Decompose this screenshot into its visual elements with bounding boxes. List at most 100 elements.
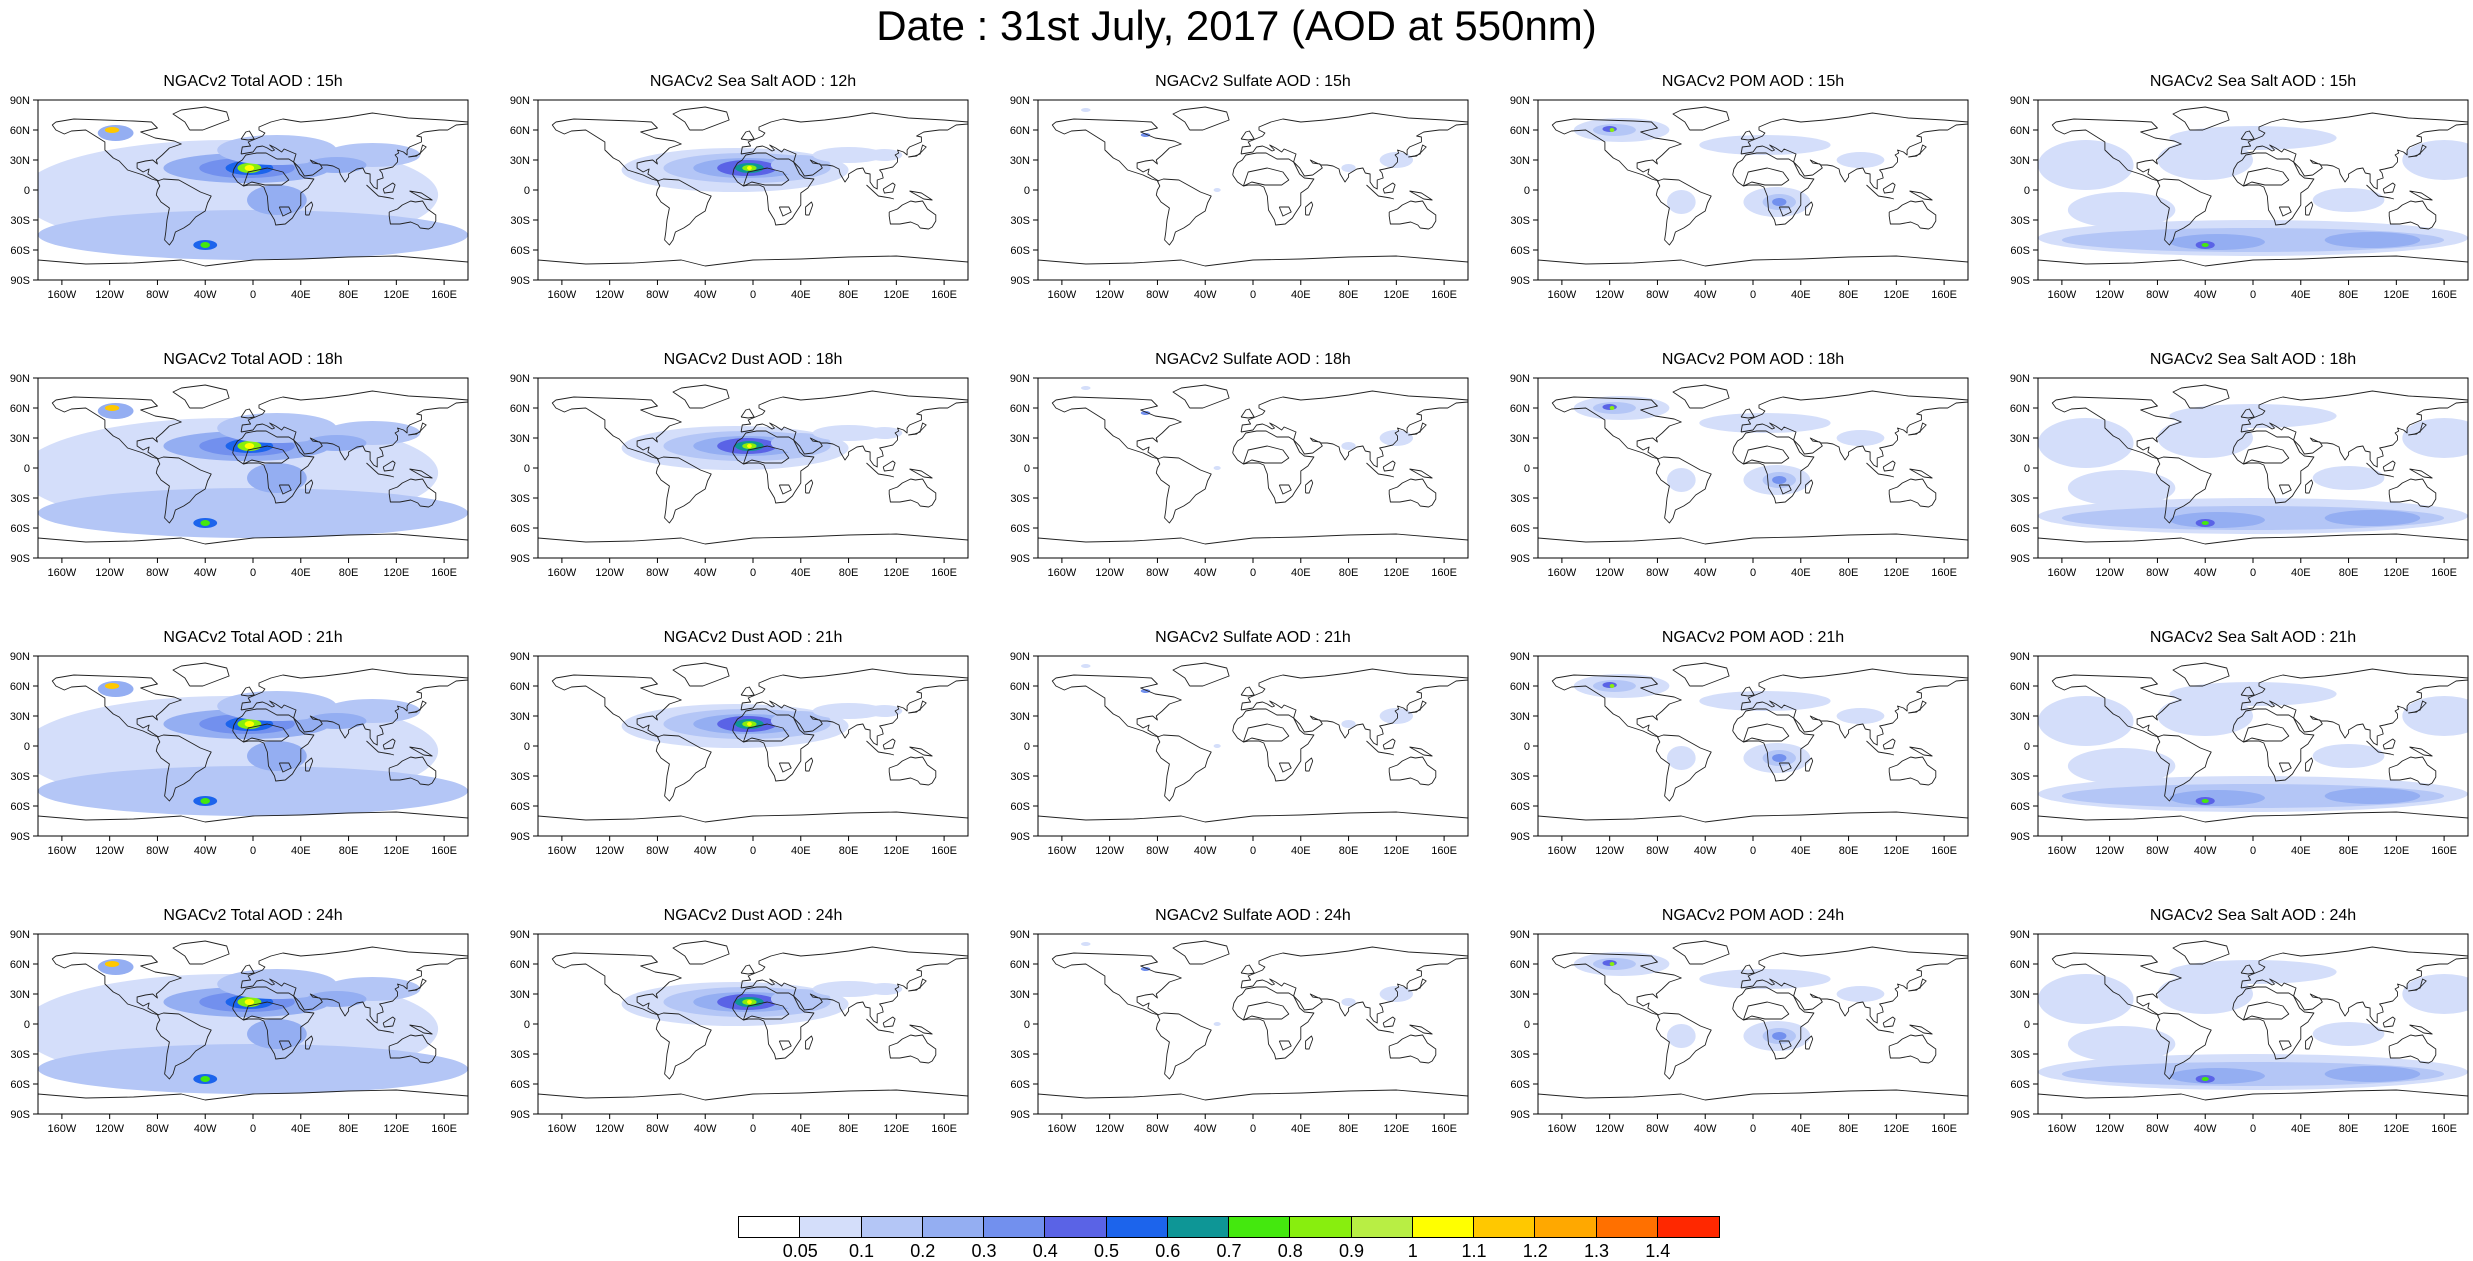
coastline xyxy=(409,746,433,757)
lon-tick-label: 40E xyxy=(1291,289,1311,301)
lon-tick-label: 40E xyxy=(1791,567,1811,579)
world-map: 160W 120W 80W 40W 0 40E 80E 120E 160E 90N 60N 30N 0 3… xyxy=(510,373,969,579)
coastline xyxy=(242,1001,290,1021)
coastline xyxy=(2293,123,2468,190)
aod-contour xyxy=(866,705,903,717)
coastline xyxy=(908,700,927,714)
panel-title: NGACv2 POM AOD : 21h xyxy=(1661,629,1845,646)
panel-title: NGACv2 Sea Salt AOD : 21h xyxy=(2149,629,2357,646)
panel-title: NGACv2 POM AOD : 15h xyxy=(1661,73,1845,90)
lon-tick-label: 160E xyxy=(1431,289,1457,301)
lat-tick-label: 60N xyxy=(1510,681,1530,693)
aod-contour xyxy=(2312,188,2385,212)
colorbar-swatch xyxy=(1657,1217,1719,1237)
lat-tick-label: 30N xyxy=(2010,711,2030,723)
lon-tick-label: 80W xyxy=(646,289,669,301)
aod-contour xyxy=(1602,960,1617,966)
coastline xyxy=(1538,255,1968,267)
coastline xyxy=(888,756,937,786)
aod-contour xyxy=(217,691,337,721)
coastline xyxy=(1278,762,1292,773)
aod-contour xyxy=(1772,198,1787,206)
lat-tick-label: 90N xyxy=(2010,373,2030,385)
coastline xyxy=(1866,184,1895,200)
lon-tick-label: 160E xyxy=(431,1123,457,1135)
lon-tick-label: 0 xyxy=(1750,289,1756,301)
coastline xyxy=(1778,206,1792,217)
aod-contour xyxy=(1140,967,1151,971)
coastline xyxy=(2038,255,2468,267)
lat-tick-label: 30S xyxy=(1010,1049,1030,1061)
colorbar-label: 0.8 xyxy=(1277,1241,1303,1261)
lon-tick-label: 80W xyxy=(2146,567,2169,579)
coastline xyxy=(2241,700,2297,719)
coastline xyxy=(1793,123,1968,190)
colorbar-swatch xyxy=(800,1217,862,1237)
coastline xyxy=(1655,456,1712,524)
aod-contour xyxy=(2157,140,2253,180)
lon-tick-label: 120E xyxy=(883,567,909,579)
coastline xyxy=(805,201,814,216)
lon-tick-label: 80W xyxy=(1146,845,1169,857)
lon-tick-label: 160W xyxy=(48,567,77,579)
coastline xyxy=(1242,723,1290,743)
lon-tick-label: 120E xyxy=(1883,289,1909,301)
map-panel: NGACv2 POM AOD : 24h 160W 120W 80W 40W 0 40E 80… xyxy=(1500,906,1970,1136)
lon-tick-label: 120E xyxy=(1883,845,1909,857)
coastline xyxy=(1778,1040,1792,1051)
map-panel: NGACv2 POM AOD : 21h 160W 120W 80W 40W 0 40E 80… xyxy=(1500,628,1970,858)
coastline xyxy=(1551,952,1682,1016)
coastline xyxy=(2232,430,2315,504)
coastline xyxy=(1740,686,1755,697)
lon-tick-label: 40W xyxy=(194,845,217,857)
aod-contour xyxy=(747,722,752,726)
lon-tick-label: 120E xyxy=(1383,1123,1409,1135)
colorbar-swatch xyxy=(1351,1217,1413,1237)
lat-tick-label: 60N xyxy=(10,681,30,693)
lon-tick-label: 160W xyxy=(1548,845,1577,857)
coastline xyxy=(888,1034,937,1064)
coastline xyxy=(2232,986,2315,1060)
aod-contour xyxy=(1609,962,1615,966)
coastline xyxy=(1908,144,1927,158)
colorbar-label: 0.05 xyxy=(782,1241,818,1261)
colorbar-label: 0.1 xyxy=(848,1241,875,1261)
coastline xyxy=(1172,940,1230,965)
lat-tick-label: 30N xyxy=(10,433,30,445)
coastline xyxy=(388,756,437,786)
lon-tick-label: 120W xyxy=(2095,567,2124,579)
coastline xyxy=(1742,167,1790,187)
coastline xyxy=(2278,206,2292,217)
coastline xyxy=(538,255,968,267)
lat-tick-label: 90S xyxy=(1010,275,1030,287)
lon-tick-label: 160W xyxy=(548,289,577,301)
world-map: 160W 120W 80W 40W 0 40E 80E 120E 160E 90N 60N 30N 0 3… xyxy=(2010,651,2469,857)
coastline xyxy=(805,757,814,772)
aod-contour xyxy=(200,242,211,248)
lon-tick-label: 0 xyxy=(250,289,256,301)
lat-tick-label: 90N xyxy=(10,95,30,107)
world-map: 160W 120W 80W 40W 0 40E 80E 120E 160E 90N 60N 30N 0 3… xyxy=(510,651,969,857)
coastline xyxy=(1240,112,1468,155)
coastline xyxy=(1155,178,1212,246)
coastline xyxy=(2155,1012,2212,1080)
lon-tick-label: 80E xyxy=(2339,845,2359,857)
lon-tick-label: 40E xyxy=(1291,845,1311,857)
aod-contour xyxy=(2067,1026,2176,1062)
coastline xyxy=(366,1018,395,1034)
colorbar-swatch xyxy=(1290,1217,1352,1237)
lon-tick-label: 120W xyxy=(95,567,124,579)
coastline xyxy=(866,462,895,478)
colorbar-swatches xyxy=(738,1216,1720,1238)
coastline xyxy=(1242,1001,1290,1021)
coastline xyxy=(740,390,968,433)
lon-tick-label: 0 xyxy=(1750,567,1756,579)
coastline xyxy=(38,533,468,545)
lon-tick-label: 120E xyxy=(383,845,409,857)
coastline xyxy=(1882,182,1896,194)
aod-contour xyxy=(1836,430,1885,446)
coastline xyxy=(1805,1035,1814,1050)
coastline xyxy=(2242,167,2290,187)
coastline xyxy=(1366,184,1395,200)
lat-tick-label: 0 xyxy=(24,741,30,753)
